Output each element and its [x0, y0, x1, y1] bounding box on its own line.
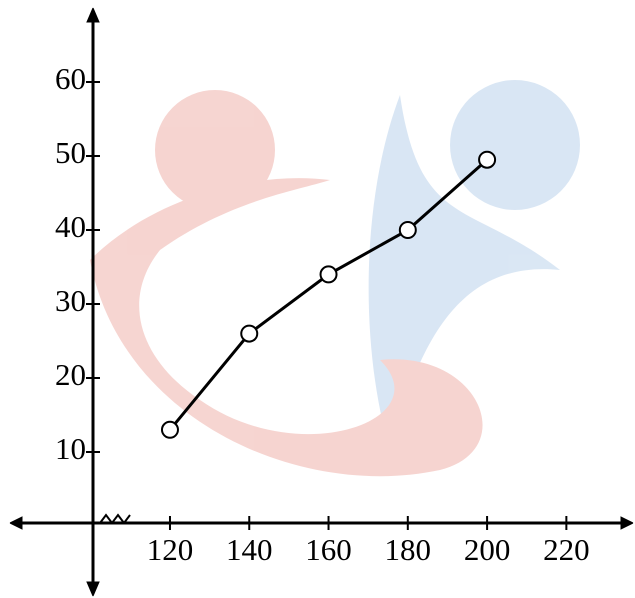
x-tick-label: 220	[543, 532, 590, 567]
y-tick-label: 20	[55, 357, 86, 392]
data-point	[240, 324, 259, 343]
data-point	[160, 420, 179, 439]
y-tick-label: 50	[55, 135, 86, 170]
x-tick-label: 180	[385, 532, 432, 567]
data-point	[319, 265, 338, 284]
x-tick-label: 140	[226, 532, 273, 567]
data-point	[398, 221, 417, 239]
watermark-shape	[368, 95, 560, 450]
y-tick-label: 60	[55, 61, 86, 96]
y-tick-label: 40	[55, 209, 86, 244]
axis-break	[99, 513, 131, 525]
x-tick-label: 200	[464, 532, 511, 567]
watermark-shape	[155, 90, 275, 210]
x-tick-label: 120	[147, 532, 194, 567]
y-tick-label: 30	[55, 283, 86, 318]
data-point	[478, 150, 497, 169]
arrow	[86, 7, 100, 23]
x-tick-label: 160	[305, 532, 352, 567]
axes	[9, 7, 634, 597]
y-tick-label: 10	[55, 431, 86, 466]
watermark	[90, 80, 580, 477]
arrow	[9, 516, 23, 530]
watermark-shape	[90, 178, 483, 477]
arrow	[620, 516, 634, 530]
watermark-shape	[450, 80, 580, 210]
arrow	[86, 581, 100, 597]
